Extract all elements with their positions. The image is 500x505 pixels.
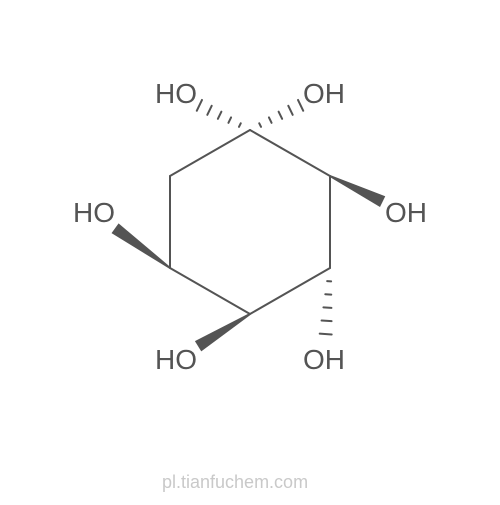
hydroxyl-label: HO [155, 344, 197, 376]
molecule-svg [0, 0, 500, 500]
hydroxyl-label: OH [303, 344, 345, 376]
hydroxyl-label: HO [155, 78, 197, 110]
hydroxyl-label: OH [385, 197, 427, 229]
hydroxyl-label: OH [303, 78, 345, 110]
hydroxyl-label: HO [73, 197, 115, 229]
molecule-diagram [0, 0, 500, 500]
watermark-text: pl.tianfuchem.com [162, 472, 308, 493]
